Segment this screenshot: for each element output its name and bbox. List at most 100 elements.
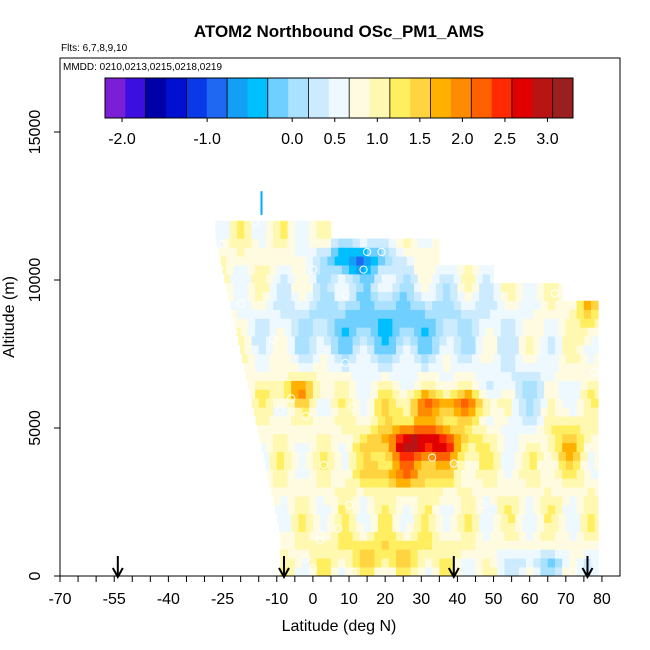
heatmap-cell — [500, 380, 509, 390]
heatmap-cell — [294, 300, 303, 310]
heatmap-cell — [500, 362, 509, 373]
heatmap-cell — [359, 478, 368, 488]
heatmap-cell — [258, 247, 267, 257]
heatmap-cell — [526, 398, 534, 408]
heatmap-cell — [504, 567, 512, 576]
heatmap-cell — [385, 416, 393, 426]
heatmap-cell — [482, 336, 491, 346]
heatmap-cell — [396, 504, 404, 515]
heatmap-cell — [417, 504, 426, 515]
heatmap-cell — [309, 220, 317, 230]
heatmap-cell — [233, 256, 241, 266]
heatmap-cell — [381, 371, 390, 381]
heatmap-cell — [591, 433, 599, 444]
heatmap-cell — [242, 354, 249, 364]
heatmap-cell — [461, 504, 469, 515]
heatmap-cell — [533, 540, 541, 550]
heatmap-cell — [428, 380, 437, 390]
heatmap-cell — [511, 309, 520, 319]
heatmap-cell — [255, 265, 263, 275]
heatmap-cell — [374, 469, 382, 479]
x-tick-label: 20 — [376, 591, 394, 608]
heatmap-cell — [450, 513, 458, 524]
heatmap-cell — [515, 354, 523, 364]
heatmap-cell — [269, 389, 278, 399]
heatmap-cell — [392, 256, 400, 266]
heatmap-cell — [399, 265, 408, 275]
heatmap-cell — [403, 336, 411, 346]
heatmap-cell — [540, 371, 549, 381]
heatmap-cell — [392, 451, 400, 461]
heatmap-cell — [583, 336, 592, 346]
heatmap-cell — [446, 309, 455, 319]
heatmap-cell — [323, 549, 332, 559]
heatmap-cell — [511, 433, 520, 444]
heatmap-cell — [356, 354, 364, 364]
heatmap-cell — [522, 291, 530, 302]
heatmap-cell — [294, 229, 303, 239]
heatmap-cell — [522, 327, 530, 337]
heatmap-cell — [417, 274, 426, 284]
heatmap-cell — [453, 407, 462, 417]
heatmap-cell — [381, 398, 390, 408]
heatmap-cell — [439, 478, 447, 488]
heatmap-cell — [508, 513, 516, 524]
heatmap-cell — [298, 362, 306, 373]
heatmap-cell — [323, 371, 332, 381]
heatmap-cell — [287, 442, 296, 452]
heatmap-cell — [446, 442, 455, 452]
heatmap-cell — [475, 345, 484, 355]
heatmap-cell — [265, 371, 274, 381]
heatmap-cell — [526, 469, 534, 479]
heatmap-cell — [284, 318, 292, 328]
heatmap-cell — [453, 300, 462, 310]
heatmap-cell — [518, 558, 527, 568]
heatmap-cell — [576, 540, 585, 550]
heatmap-cell — [414, 362, 422, 373]
heatmap-cell — [479, 425, 487, 435]
heatmap-cell — [406, 354, 415, 364]
heatmap-cell — [504, 558, 512, 568]
heatmap-cell — [406, 487, 415, 497]
heatmap-cell — [529, 425, 538, 435]
heatmap-cell — [486, 265, 494, 275]
heatmap-cell — [518, 309, 527, 319]
heatmap-cell — [330, 274, 339, 284]
heatmap-cell — [309, 531, 317, 541]
heatmap-cell — [428, 318, 437, 328]
heatmap-cell — [580, 425, 588, 435]
heatmap-cell — [244, 274, 252, 284]
heatmap-cell — [294, 345, 303, 355]
heatmap-cell — [533, 504, 541, 515]
heatmap-cell — [258, 229, 267, 239]
heatmap-cell — [388, 531, 397, 541]
heatmap-cell — [479, 354, 487, 364]
heatmap-cell — [551, 460, 559, 470]
heatmap-cell — [258, 336, 267, 346]
heatmap-cell — [385, 362, 393, 373]
heatmap-cell — [493, 318, 502, 328]
heatmap-cell — [479, 380, 487, 390]
heatmap-cell — [551, 416, 559, 426]
heatmap-cell — [345, 336, 353, 346]
heatmap-cell — [500, 327, 509, 337]
heatmap-cell — [479, 416, 487, 426]
heatmap-cell — [432, 309, 440, 319]
heatmap-cell — [349, 362, 357, 373]
heatmap-cell — [392, 362, 400, 373]
heatmap-cell — [359, 309, 368, 319]
heatmap-cell — [255, 282, 263, 293]
sample-marker — [359, 265, 368, 274]
heatmap-cell — [345, 309, 353, 319]
heatmap-cell — [540, 345, 549, 355]
heatmap-cell — [489, 567, 498, 576]
heatmap-cell — [349, 451, 357, 461]
heatmap-cell — [240, 318, 249, 328]
heatmap-cell — [587, 318, 596, 328]
heatmap-cell — [276, 380, 285, 390]
heatmap-cell — [471, 487, 480, 497]
heatmap-cell — [260, 191, 263, 215]
heatmap-cell — [410, 496, 418, 506]
heatmap-cell — [569, 433, 577, 444]
heatmap-cell — [302, 496, 310, 506]
